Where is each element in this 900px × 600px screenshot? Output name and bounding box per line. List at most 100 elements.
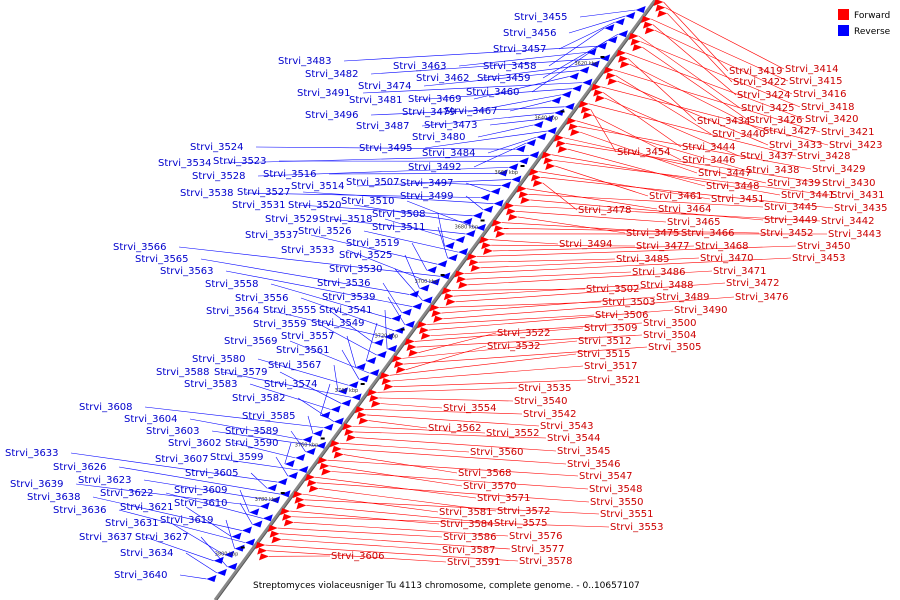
forward-gene-label[interactable]: Strvi_3581 — [439, 507, 493, 518]
reverse-gene-label[interactable]: Strvi_3523 — [213, 156, 267, 167]
forward-gene-label[interactable]: Strvi_3468 — [695, 241, 749, 252]
reverse-gene-label[interactable]: Strvi_3564 — [206, 306, 260, 317]
reverse-gene-label[interactable]: Strvi_3507 — [346, 177, 400, 188]
reverse-gene-label[interactable]: Strvi_3459 — [477, 73, 531, 84]
forward-gene-label[interactable]: Strvi_3543 — [540, 421, 594, 432]
forward-gene-arrow[interactable] — [445, 298, 456, 306]
forward-gene-label[interactable]: Strvi_3553 — [610, 522, 664, 533]
reverse-gene-arrow[interactable] — [373, 338, 384, 346]
reverse-gene-arrow[interactable] — [404, 320, 415, 328]
reverse-gene-arrow[interactable] — [607, 36, 618, 44]
reverse-gene-arrow[interactable] — [213, 556, 224, 564]
forward-gene-label[interactable]: Strvi_3429 — [812, 164, 866, 175]
reverse-gene-label[interactable]: Strvi_3585 — [242, 411, 296, 422]
forward-gene-arrow[interactable] — [644, 27, 655, 35]
reverse-gene-arrow[interactable] — [533, 121, 544, 128]
reverse-gene-label[interactable]: Strvi_3460 — [466, 87, 520, 98]
forward-gene-label[interactable]: Strvi_3500 — [643, 318, 697, 329]
reverse-gene-label[interactable]: Strvi_3495 — [359, 143, 413, 154]
forward-gene-arrow[interactable] — [532, 180, 543, 188]
forward-gene-label[interactable]: Strvi_3554 — [443, 403, 497, 414]
forward-gene-arrow[interactable] — [507, 213, 518, 221]
forward-gene-arrow[interactable] — [632, 44, 643, 52]
forward-gene-label[interactable]: Strvi_3535 — [518, 383, 572, 394]
reverse-gene-label[interactable]: Strvi_3619 — [160, 515, 214, 526]
reverse-gene-label[interactable]: Strvi_3588 — [156, 367, 210, 378]
reverse-gene-label[interactable]: Strvi_3559 — [253, 319, 307, 330]
reverse-gene-arrow[interactable] — [316, 441, 327, 449]
reverse-gene-label[interactable]: Strvi_3480 — [412, 132, 466, 143]
forward-gene-label[interactable]: Strvi_3475 — [626, 228, 680, 239]
forward-gene-arrow[interactable] — [657, 10, 668, 18]
forward-gene-arrow[interactable] — [520, 196, 531, 204]
reverse-gene-arrow[interactable] — [333, 417, 344, 425]
reverse-gene-label[interactable]: Strvi_3497 — [400, 178, 454, 189]
reverse-gene-label[interactable]: Strvi_3537 — [245, 230, 299, 241]
forward-gene-arrow[interactable] — [346, 434, 357, 442]
forward-gene-arrow[interactable] — [495, 230, 506, 238]
reverse-gene-label[interactable]: Strvi_3640 — [114, 570, 168, 581]
forward-gene-label[interactable]: Strvi_3440 — [712, 129, 766, 140]
forward-gene-label[interactable]: Strvi_3532 — [487, 341, 541, 352]
forward-gene-arrow[interactable] — [555, 140, 566, 148]
reverse-gene-label[interactable]: Strvi_3499 — [400, 191, 454, 202]
forward-gene-arrow[interactable] — [566, 117, 577, 125]
reverse-gene-label[interactable]: Strvi_3519 — [346, 238, 400, 249]
forward-gene-arrow[interactable] — [417, 321, 428, 329]
forward-gene-label[interactable]: Strvi_3418 — [801, 102, 855, 113]
forward-gene-label[interactable]: Strvi_3504 — [643, 330, 697, 341]
reverse-gene-arrow[interactable] — [455, 236, 465, 243]
reverse-gene-label[interactable]: Strvi_3469 — [408, 94, 462, 105]
forward-gene-arrow[interactable] — [282, 513, 293, 521]
forward-gene-arrow[interactable] — [269, 530, 280, 538]
reverse-gene-arrow[interactable] — [401, 308, 412, 316]
forward-gene-label[interactable]: Strvi_3471 — [713, 266, 767, 277]
reverse-gene-arrow[interactable] — [604, 24, 615, 32]
reverse-gene-arrow[interactable] — [493, 199, 504, 207]
reverse-gene-label[interactable]: Strvi_3514 — [291, 181, 345, 192]
forward-gene-label[interactable]: Strvi_3503 — [602, 297, 656, 308]
reverse-gene-label[interactable]: Strvi_3496 — [305, 110, 359, 121]
reverse-gene-arrow[interactable] — [635, 6, 646, 13]
reverse-gene-label[interactable]: Strvi_3603 — [146, 426, 200, 437]
reverse-gene-label[interactable]: Strvi_3491 — [297, 88, 351, 99]
forward-gene-arrow[interactable] — [404, 338, 415, 346]
forward-gene-arrow[interactable] — [379, 372, 390, 380]
forward-gene-arrow[interactable] — [433, 315, 444, 323]
reverse-gene-label[interactable]: Strvi_3457 — [493, 44, 547, 55]
forward-gene-arrow[interactable] — [516, 185, 527, 193]
reverse-gene-arrow[interactable] — [320, 411, 331, 419]
reverse-gene-arrow[interactable] — [462, 217, 473, 225]
reverse-gene-arrow[interactable] — [518, 157, 529, 165]
reverse-gene-arrow[interactable] — [358, 375, 369, 383]
reverse-gene-label[interactable]: Strvi_3633 — [5, 448, 59, 459]
reverse-gene-arrow[interactable] — [391, 314, 402, 322]
forward-gene-arrow[interactable] — [655, 4, 666, 12]
forward-gene-label[interactable]: Strvi_3547 — [579, 471, 633, 482]
reverse-gene-arrow[interactable] — [497, 169, 508, 177]
reverse-gene-label[interactable]: Strvi_3518 — [319, 214, 373, 225]
reverse-gene-arrow[interactable] — [526, 139, 537, 147]
reverse-gene-arrow[interactable] — [472, 211, 483, 219]
reverse-gene-arrow[interactable] — [426, 266, 437, 274]
reverse-gene-label[interactable]: Strvi_3487 — [356, 121, 410, 132]
forward-gene-arrow[interactable] — [481, 242, 492, 250]
reverse-gene-label[interactable]: Strvi_3525 — [339, 250, 393, 261]
reverse-gene-label[interactable]: Strvi_3511 — [372, 222, 426, 233]
reverse-gene-label[interactable]: Strvi_3639 — [10, 479, 64, 490]
forward-gene-arrow[interactable] — [605, 72, 616, 80]
forward-gene-label[interactable]: Strvi_3434 — [697, 116, 751, 127]
forward-gene-arrow[interactable] — [545, 163, 556, 171]
reverse-gene-arrow[interactable] — [480, 193, 491, 201]
forward-gene-label[interactable]: Strvi_3486 — [632, 267, 686, 278]
forward-gene-arrow[interactable] — [321, 468, 332, 476]
forward-gene-arrow[interactable] — [383, 383, 394, 391]
forward-gene-label[interactable]: Strvi_3470 — [700, 253, 754, 264]
forward-gene-arrow[interactable] — [630, 38, 641, 46]
reverse-gene-arrow[interactable] — [600, 54, 611, 62]
forward-gene-arrow[interactable] — [553, 134, 564, 142]
reverse-gene-arrow[interactable] — [458, 248, 469, 256]
forward-gene-label[interactable]: Strvi_3502 — [586, 284, 640, 295]
reverse-gene-arrow[interactable] — [465, 229, 476, 237]
forward-gene-arrow[interactable] — [493, 225, 504, 233]
